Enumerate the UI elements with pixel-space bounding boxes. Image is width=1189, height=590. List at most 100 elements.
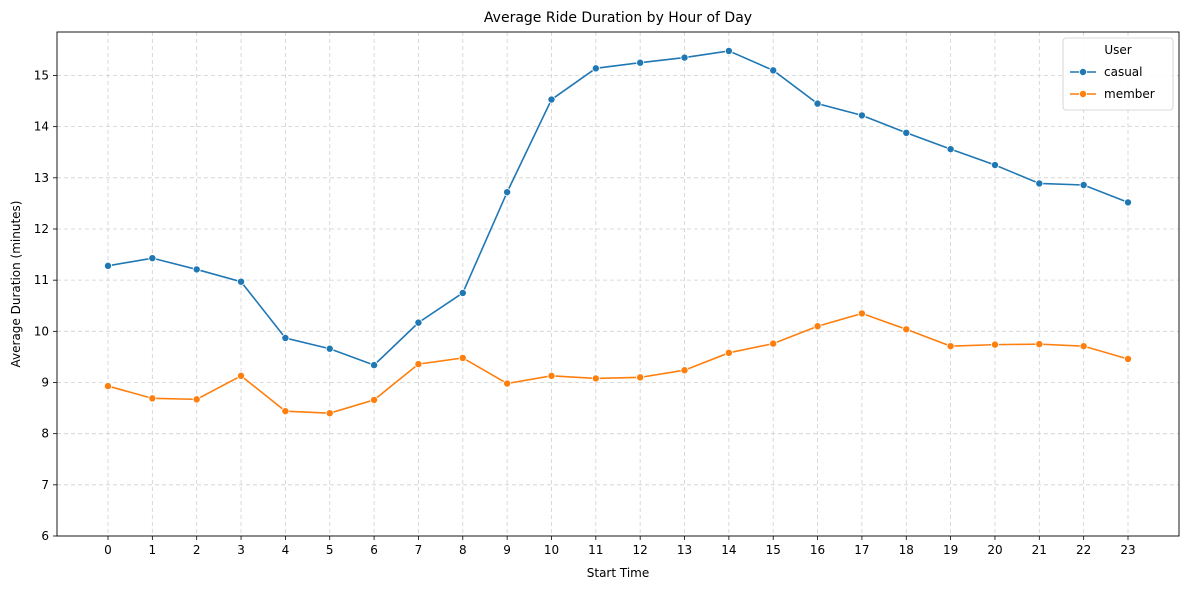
y-tick-label: 6: [41, 529, 49, 543]
data-point-casual: [857, 111, 866, 120]
legend-box: [1062, 37, 1174, 111]
data-point-casual: [946, 145, 955, 154]
x-tick-label: 7: [415, 543, 423, 557]
y-tick-label: 9: [41, 375, 49, 389]
plot-frame: [56, 31, 1180, 537]
x-tick-label: 15: [766, 543, 781, 557]
data-point-member: [370, 395, 379, 404]
data-point-member: [503, 379, 512, 388]
x-tick-label: 20: [987, 543, 1002, 557]
data-point-casual: [680, 53, 689, 62]
x-tick-label: 19: [943, 543, 958, 557]
data-point-casual: [104, 261, 113, 270]
y-axis-ticks: 6 7 8 9 10 11 12 13 14 15: [34, 68, 57, 543]
data-point-member: [636, 373, 645, 382]
data-point-member: [547, 371, 556, 380]
x-tick-label: 12: [633, 543, 648, 557]
data-point-member: [813, 322, 822, 331]
x-tick-label: 1: [149, 543, 157, 557]
data-point-casual: [370, 361, 379, 370]
y-tick-label: 11: [34, 273, 49, 287]
data-point-casual: [591, 64, 600, 73]
data-point-casual: [813, 99, 822, 108]
data-point-casual: [281, 333, 290, 342]
x-tick-label: 17: [854, 543, 869, 557]
x-tick-label: 5: [326, 543, 334, 557]
data-point-casual: [192, 265, 201, 274]
data-point-member: [591, 374, 600, 383]
data-point-member: [680, 366, 689, 375]
data-point-member: [1079, 342, 1088, 351]
data-point-member: [192, 395, 201, 404]
data-point-casual: [990, 161, 999, 170]
y-tick-label: 14: [34, 120, 49, 134]
chart-title: Average Ride Duration by Hour of Day: [484, 10, 752, 26]
x-tick-label: 11: [588, 543, 603, 557]
data-point-casual: [458, 288, 467, 297]
data-point-member: [946, 342, 955, 351]
data-point-member: [237, 371, 246, 380]
x-tick-label: 22: [1076, 543, 1091, 557]
data-point-casual: [237, 277, 246, 286]
y-tick-label: 10: [34, 324, 49, 338]
data-point-member: [1124, 354, 1133, 363]
x-tick-label: 9: [503, 543, 511, 557]
data-point-casual: [148, 254, 157, 263]
data-point-member: [769, 339, 778, 348]
x-tick-label: 2: [193, 543, 201, 557]
data-point-member: [325, 409, 334, 418]
data-point-casual: [1035, 179, 1044, 188]
x-tick-label: 10: [544, 543, 559, 557]
series-line-member: [107, 312, 1129, 415]
x-tick-label: 16: [810, 543, 825, 557]
data-point-casual: [414, 318, 423, 327]
data-point-casual: [547, 95, 556, 104]
legend-title: User: [1104, 43, 1131, 57]
x-tick-label: 6: [370, 543, 378, 557]
y-tick-label: 15: [34, 68, 49, 82]
data-point-member: [458, 353, 467, 362]
x-tick-label: 14: [721, 543, 736, 557]
legend-marker-member: [1079, 90, 1088, 99]
data-point-casual: [325, 344, 334, 353]
data-point-casual: [1079, 180, 1088, 189]
data-point-casual: [503, 188, 512, 197]
data-point-member: [902, 325, 911, 334]
data-point-casual: [769, 66, 778, 75]
data-point-member: [857, 309, 866, 318]
data-point-member: [148, 394, 157, 403]
x-tick-label: 21: [1032, 543, 1047, 557]
series-lines: [104, 46, 1133, 418]
data-point-member: [281, 407, 290, 416]
legend: User casual member: [1062, 37, 1174, 111]
x-tick-label: 4: [282, 543, 290, 557]
x-tick-label: 13: [677, 543, 692, 557]
x-axis-ticks: 0 1 2 3 4 5 6 7 8 9 10 11 12 13 14 15 16 17 18 19 20 21 22 23: [104, 536, 1136, 557]
y-axis-label: Average Duration (minutes): [9, 201, 23, 368]
x-tick-label: 0: [104, 543, 112, 557]
series-line-casual: [107, 50, 1129, 367]
x-tick-label: 3: [237, 543, 245, 557]
data-point-member: [724, 348, 733, 357]
legend-label-member: member: [1104, 87, 1155, 101]
y-tick-label: 8: [41, 427, 49, 441]
data-point-member: [414, 360, 423, 369]
x-tick-label: 8: [459, 543, 467, 557]
y-tick-label: 7: [41, 478, 49, 492]
y-tick-label: 12: [34, 222, 49, 236]
legend-marker-casual: [1079, 68, 1088, 77]
x-tick-label: 23: [1120, 543, 1135, 557]
data-point-casual: [636, 58, 645, 67]
x-tick-label: 18: [899, 543, 914, 557]
legend-label-casual: casual: [1104, 65, 1143, 79]
legend-entries: casual member: [1070, 65, 1155, 101]
data-point-casual: [1124, 198, 1133, 207]
data-point-casual: [902, 128, 911, 137]
data-point-member: [104, 382, 113, 391]
data-point-member: [1035, 340, 1044, 349]
y-tick-label: 13: [34, 171, 49, 185]
data-point-casual: [724, 46, 733, 55]
data-point-member: [990, 340, 999, 349]
